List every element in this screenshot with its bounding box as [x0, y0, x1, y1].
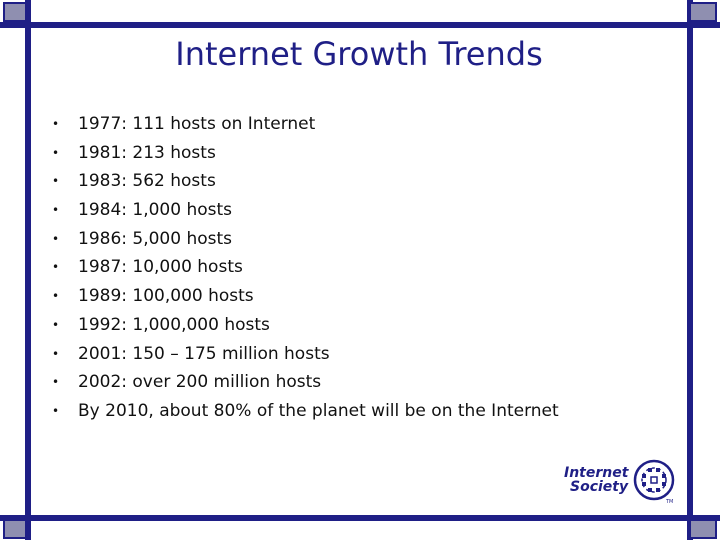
logo-line-society: Society: [570, 479, 629, 495]
corner-square-bottom-right: [689, 519, 717, 539]
bullet-text: 1989: 100,000 hosts: [78, 286, 254, 307]
bullet-marker: •: [52, 289, 60, 304]
bullet-item: • 1989: 100,000 hosts: [52, 282, 559, 311]
bullet-text: 1984: 1,000 hosts: [78, 200, 233, 221]
bullet-item: • 1992: 1,000,000 hosts: [52, 311, 559, 340]
bullet-item: • 1983: 562 hosts: [52, 167, 559, 196]
logo-trademark: TM: [665, 499, 673, 504]
bullet-text: By 2010, about 80% of the planet will be…: [78, 400, 559, 421]
bullet-marker: •: [52, 117, 60, 131]
bullet-marker: •: [52, 145, 60, 160]
bullet-item: • 1981: 213 hosts: [52, 139, 559, 168]
internet-society-logo: Internet Society TM: [560, 458, 678, 510]
bullet-item: • 2001: 150 – 175 million hosts: [52, 340, 559, 369]
bullet-marker: •: [52, 346, 60, 361]
corner-square-top-right: [689, 2, 717, 22]
bullet-text: 1981: 213 hosts: [78, 142, 216, 163]
bullet-marker: •: [52, 375, 60, 390]
bullet-item: • 1984: 1,000 hosts: [52, 196, 559, 225]
bullet-item: • 1986: 5,000 hosts: [52, 225, 559, 254]
bullet-list: • 1977: 111 hosts on Internet • 1981: 21…: [52, 110, 559, 426]
bullet-marker: •: [52, 174, 60, 189]
bullet-text: 1986: 5,000 hosts: [78, 228, 233, 249]
frame-right-border: [687, 0, 693, 540]
bullet-marker: •: [52, 317, 60, 332]
bullet-marker: •: [52, 231, 60, 246]
bullet-item: • 2002: over 200 million hosts: [52, 368, 559, 397]
bullet-marker: •: [52, 203, 60, 218]
bullet-text: 2002: over 200 million hosts: [78, 372, 322, 393]
bullet-text: 2001: 150 – 175 million hosts: [78, 343, 330, 364]
bullet-item: • 1987: 10,000 hosts: [52, 253, 559, 282]
slide-title: Internet Growth Trends: [175, 35, 543, 73]
bullet-text: 1987: 10,000 hosts: [78, 257, 243, 278]
corner-square-top-left: [3, 2, 27, 22]
frame-bottom-border: [0, 515, 720, 521]
bullet-marker: •: [52, 403, 60, 418]
bullet-item: • By 2010, about 80% of the planet will …: [52, 397, 559, 426]
bullet-marker: •: [52, 260, 60, 275]
frame-top-border: [0, 22, 720, 28]
internet-society-globe-icon: TM: [633, 459, 675, 504]
bullet-text: 1983: 562 hosts: [78, 171, 216, 192]
bullet-text: 1977: 111 hosts on Internet: [78, 114, 316, 134]
logo-wordmark: Internet Society: [564, 466, 636, 494]
bullet-text: 1992: 1,000,000 hosts: [78, 314, 270, 335]
corner-square-bottom-left: [3, 519, 27, 539]
bullet-item: • 1977: 111 hosts on Internet: [52, 110, 559, 139]
logo-line-internet: Internet: [564, 465, 629, 481]
frame-left-border: [25, 0, 31, 540]
